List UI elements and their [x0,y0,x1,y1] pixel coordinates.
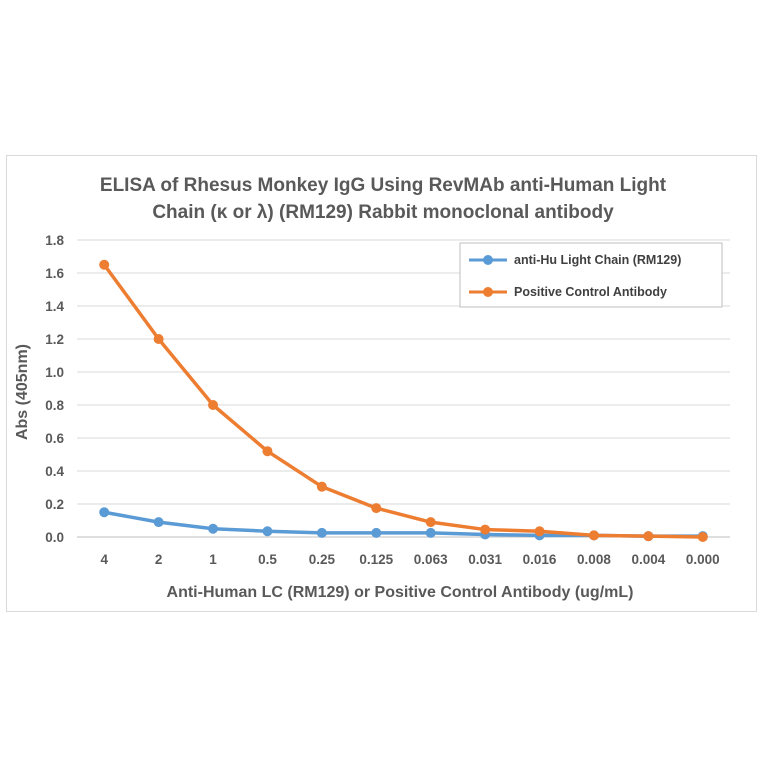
x-axis-label: Anti-Human LC (RM129) or Positive Contro… [167,584,634,601]
legend: anti-Hu Light Chain (RM129) Positive Con… [459,242,723,308]
x-tick-label: 0.004 [631,552,665,567]
data-point-positive-control [208,400,219,410]
x-tick-label: 0.000 [686,552,720,567]
chart-title-line1: ELISA of Rhesus Monkey IgG Using RevMAb … [100,175,667,196]
y-tick-label: 0.4 [45,464,64,479]
data-point-positive-control [534,526,545,537]
x-tick-label: 0.031 [468,552,502,567]
data-point-anti-hu [425,527,436,538]
x-tick-label: 0.016 [523,552,557,567]
y-tick-label: 1.6 [45,266,64,281]
y-tick-label: 1.4 [45,299,64,314]
data-point-positive-control [99,259,110,270]
x-tick-label: 0.063 [414,552,448,567]
x-tick-label: 1 [209,552,217,567]
data-point-positive-control [697,532,708,542]
legend-label-anti-hu: anti-Hu Light Chain (RM129) [514,253,681,267]
x-tick-label: 0.125 [359,552,393,567]
data-point-anti-hu [153,517,164,528]
x-axis-ticks: 4 2 1 0.5 0.25 0.125 0.063 0.031 0.016 0.008 0.004… [100,552,719,567]
data-point-positive-control [588,530,599,541]
x-tick-label: 0.25 [309,552,336,567]
data-point-anti-hu [99,507,110,518]
chart-frame [6,155,757,612]
data-point-anti-hu [371,527,382,538]
data-point-positive-control [153,334,164,344]
y-tick-label: 0.2 [45,497,64,512]
data-point-positive-control [425,517,436,528]
y-tick-label: 0.8 [45,398,64,413]
y-tick-label: 1.0 [45,365,64,380]
data-point-positive-control [262,446,273,457]
legend-label-positive-control: Positive Control Antibody [514,285,667,299]
x-tick-label: 0.5 [258,552,277,567]
x-tick-label: 4 [100,552,108,567]
data-point-positive-control [316,481,327,492]
y-tick-label: 0.0 [45,530,64,545]
data-point-positive-control [480,524,491,535]
x-tick-label: 2 [155,552,163,567]
x-tick-label: 0.008 [577,552,611,567]
series-line-positive-control [102,263,705,539]
series-layer [99,259,708,542]
legend-marker-anti-hu [483,255,493,265]
data-point-anti-hu [262,526,273,537]
y-tick-label: 1.8 [45,233,64,248]
y-tick-label: 1.2 [45,332,64,347]
y-axis-ticks: 0.0 0.2 0.4 0.6 0.8 1.0 1.2 1.4 1.6 1.8 [45,233,64,545]
y-axis-label: Abs (405nm) [14,344,31,440]
legend-marker-positive-control [483,287,493,297]
data-point-anti-hu [208,523,219,534]
data-point-anti-hu [316,527,327,538]
chart-title-line2: Chain (κ or λ) (RM129) Rabbit monoclonal… [152,202,614,223]
data-point-positive-control [371,503,382,514]
y-tick-label: 0.6 [45,431,64,446]
data-point-positive-control [643,531,654,542]
legend-box [459,242,723,308]
